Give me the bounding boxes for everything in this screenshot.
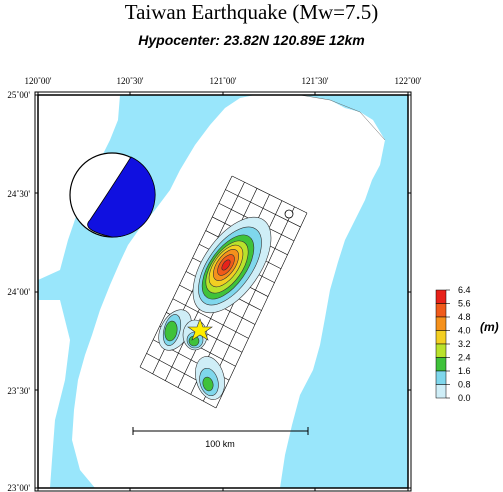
colorbar-swatch	[435, 384, 447, 399]
scale-bar-label: 100 km	[205, 439, 235, 449]
fault-grid-line	[172, 298, 249, 339]
lon-label: 120˚00'	[24, 76, 51, 86]
lat-label: 24˚30'	[7, 189, 30, 199]
colorbar-swatch	[435, 330, 447, 345]
colorbar-label: 0.8	[458, 380, 471, 390]
colorbar-label: 1.6	[458, 366, 471, 376]
colorbar: 6.4 5.6 4.8 4.0 3.2 2.4 1.6 0.8 0.0	[435, 285, 471, 403]
colorbar-swatch	[435, 303, 447, 318]
hypocenter-star	[187, 318, 213, 341]
focal-mechanism-beachball	[69, 152, 156, 238]
colorbar-label: 5.6	[458, 299, 471, 309]
lon-label: 121˚00'	[209, 76, 236, 86]
colorbar-label: 2.4	[458, 353, 471, 363]
western-coast	[38, 300, 70, 488]
lon-label: 122˚00'	[394, 76, 421, 86]
colorbar-label: 6.4	[458, 285, 471, 295]
scale-bar	[132, 427, 309, 435]
map-title: Taiwan Earthquake (Mw=7.5)	[124, 0, 379, 24]
colorbar-swatch	[435, 316, 447, 331]
colorbar-swatch	[435, 343, 447, 358]
colorbar-label: 4.8	[458, 312, 471, 322]
colorbar-swatch	[435, 357, 447, 372]
colorbar-swatch	[435, 289, 447, 304]
slip-contours	[158, 216, 272, 400]
lon-label: 120˚30'	[116, 76, 143, 86]
lat-label: 23˚00'	[7, 483, 30, 492]
lat-label: 25˚00'	[7, 90, 30, 100]
axis-ticks	[35, 92, 411, 491]
colorbar-label: 0.0	[458, 393, 471, 403]
colorbar-swatch	[435, 370, 447, 385]
fault-grid-line	[139, 366, 217, 409]
colorbar-unit: (m)	[480, 320, 499, 334]
colorbar-label: 4.0	[458, 326, 471, 336]
map-subtitle: Hypocenter: 23.82N 120.89E 12km	[138, 32, 365, 48]
lat-label: 23˚30'	[7, 386, 30, 396]
grid-marker-circle	[284, 209, 294, 219]
fault-grid-line	[231, 175, 308, 214]
fault-grid-line	[225, 189, 301, 228]
lon-label: 121˚30'	[301, 76, 328, 86]
colorbar-label: 3.2	[458, 339, 471, 349]
lat-label: 24˚00'	[7, 287, 30, 297]
